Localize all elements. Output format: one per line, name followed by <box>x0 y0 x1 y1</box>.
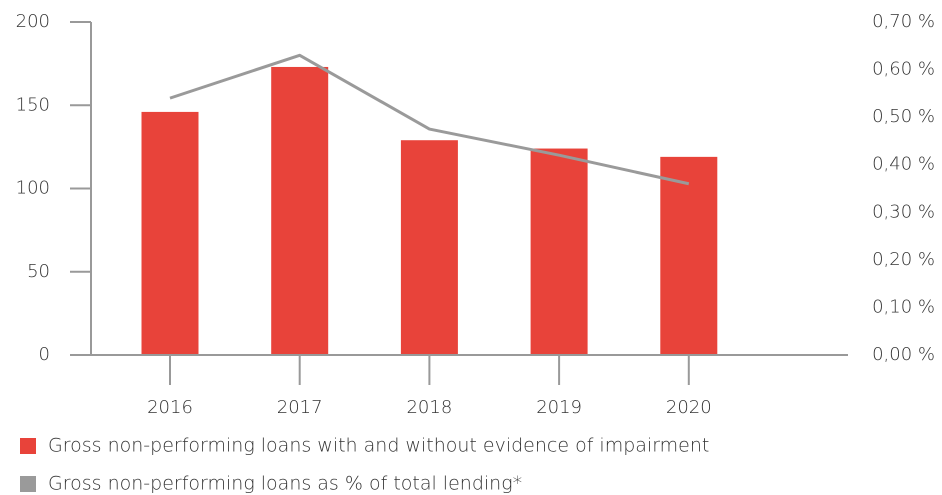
x-tick-label: 2019 <box>536 397 582 418</box>
x-tick-label: 2018 <box>406 397 452 418</box>
x-tick-label: 2017 <box>277 397 323 418</box>
line <box>169 53 690 186</box>
x-tick-label: 2020 <box>666 397 712 418</box>
legend-swatch <box>20 438 36 454</box>
bar <box>660 156 718 355</box>
y2-tick-label: 0,20 % <box>872 249 935 270</box>
y-tick-label: 0 <box>39 344 50 365</box>
bar <box>141 111 199 355</box>
y-tick-label: 150 <box>16 94 50 115</box>
bar <box>530 148 588 355</box>
y2-tick-label: 0,60 % <box>872 59 935 80</box>
x-tick-label: 2016 <box>147 397 193 418</box>
y2-tick-label: 0,70 % <box>872 11 935 32</box>
y-tick-label: 50 <box>27 261 50 282</box>
y2-tick-label: 0,30 % <box>872 201 935 222</box>
y-tick-label: 200 <box>16 11 50 32</box>
y2-tick-label: 0,50 % <box>872 106 935 127</box>
bar <box>400 140 458 355</box>
bar <box>271 66 329 355</box>
legend: Gross non-performing loans with and with… <box>20 435 709 495</box>
y2-tick-label: 0,00 % <box>872 344 935 365</box>
legend-swatch <box>20 476 36 492</box>
y2-tick-label: 0,10 % <box>872 296 935 317</box>
legend-label: Gross non-performing loans as % of total… <box>48 473 522 495</box>
legend-label: Gross non-performing loans with and with… <box>48 435 709 457</box>
y2-tick-label: 0,40 % <box>872 154 935 175</box>
y-tick-label: 100 <box>16 178 50 199</box>
